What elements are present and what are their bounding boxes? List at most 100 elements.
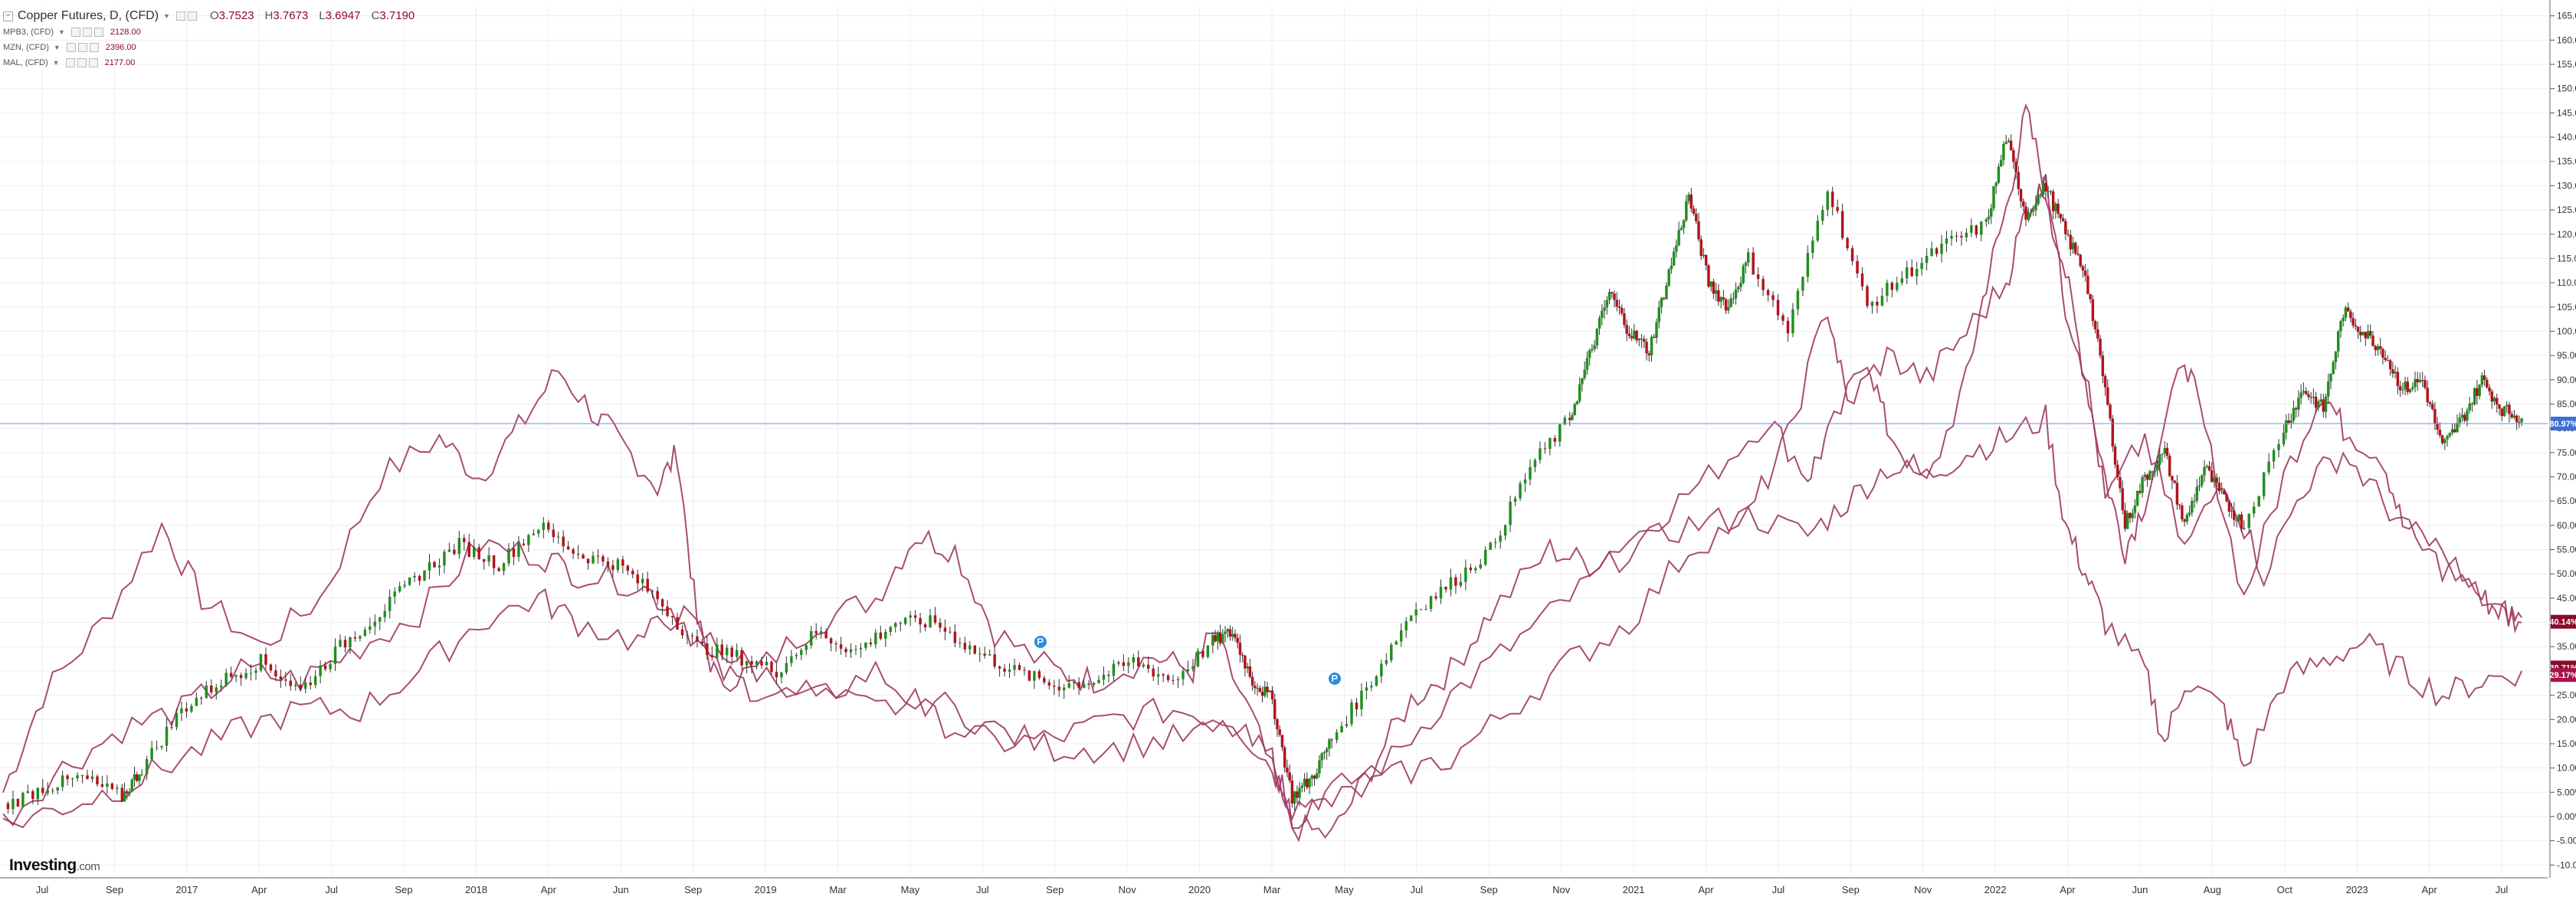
candle-body [383, 610, 386, 617]
candle-body [2235, 519, 2238, 521]
candle-body [2119, 476, 2122, 489]
candle-body [1308, 778, 1311, 787]
x-tick-label: Jul [2496, 884, 2509, 895]
event-marker-icon[interactable] [1033, 634, 1048, 650]
candle-body [6, 803, 10, 810]
candle-body [2480, 375, 2484, 385]
candle-body [592, 555, 595, 564]
candle-body [1018, 665, 1021, 670]
overlay-symbol[interactable]: MPB3, (CFD) [3, 28, 54, 37]
candle-body [1876, 301, 1879, 306]
candle-body [1699, 239, 1703, 257]
candle-body [903, 617, 907, 624]
overlay-symbol[interactable]: MAL, (CFD) [3, 58, 48, 67]
candle-body [180, 708, 183, 714]
close-icon[interactable] [88, 58, 98, 67]
hide-icon[interactable] [187, 11, 197, 21]
settings-icon[interactable] [65, 58, 75, 67]
candle-body [2460, 414, 2464, 418]
candle-body [2161, 453, 2164, 455]
candle-body [1278, 729, 1281, 735]
candle-body [2322, 399, 2325, 412]
candle-body [616, 559, 620, 571]
candle-body [998, 666, 1001, 669]
chevron-down-icon[interactable]: ▼ [52, 59, 60, 67]
candle-body [2433, 409, 2437, 424]
candle-body [2017, 172, 2020, 189]
candle-body [1746, 252, 1750, 264]
candle-body [2168, 456, 2171, 476]
settings-icon[interactable] [66, 43, 76, 52]
candle-body [1990, 208, 1993, 217]
event-marker-icon[interactable] [1327, 671, 1342, 686]
candle-body [1296, 791, 1299, 798]
candle-body [1238, 643, 1242, 655]
investing-logo[interactable]: Investing.com [9, 856, 100, 874]
y-tick-label: 60.00% [2557, 520, 2576, 531]
candle-body [1601, 310, 1604, 319]
candle-body [1801, 277, 1804, 291]
settings-icon[interactable] [175, 11, 185, 21]
candle-body [2458, 417, 2461, 424]
chevron-down-icon[interactable]: ▼ [53, 44, 61, 51]
collapse-minus-icon[interactable]: − [3, 11, 13, 21]
candle-body [1588, 350, 1591, 358]
candle-body [1970, 225, 1973, 233]
candle-body [2225, 494, 2228, 502]
chevron-down-icon[interactable]: ▼ [163, 12, 170, 20]
y-tick-label: 85.00% [2557, 398, 2576, 409]
x-tick-label: Mar [829, 884, 847, 895]
hide-icon[interactable] [82, 28, 92, 37]
candle-body [1231, 633, 1234, 637]
candle-body [195, 697, 198, 706]
overlay-symbol[interactable]: MZN, (CFD) [3, 43, 49, 52]
candle-body [1037, 671, 1041, 679]
candle-body [874, 632, 877, 645]
candle-body [1781, 315, 1785, 321]
y-tick-label: 150.00% [2557, 83, 2576, 94]
candle-body [1603, 307, 1606, 311]
candle-body [572, 549, 575, 554]
main-symbol[interactable]: Copper Futures, D, (CFD) [18, 9, 159, 22]
candle-body [1999, 159, 2003, 167]
close-icon[interactable] [93, 28, 103, 37]
candle-body [1896, 283, 1899, 290]
candle-body [463, 538, 466, 542]
candle-body [1591, 349, 1594, 351]
candle-body [2496, 398, 2499, 405]
candle-body [1454, 577, 1457, 586]
candle-body [666, 606, 669, 617]
chevron-down-icon[interactable]: ▼ [58, 28, 65, 36]
candle-body [1318, 760, 1321, 774]
candle-body [770, 661, 773, 673]
candle-body [289, 680, 293, 686]
candle-body [128, 791, 131, 794]
hide-icon[interactable] [77, 58, 87, 67]
candle-body [716, 644, 719, 658]
candle-body [2453, 429, 2456, 433]
candle-body [2191, 500, 2194, 513]
hide-icon[interactable] [77, 43, 87, 52]
candle-body [651, 591, 654, 592]
event-markers[interactable] [1033, 634, 1342, 686]
candle-body [110, 783, 114, 789]
candle-body [1003, 668, 1006, 672]
candle-body [190, 705, 193, 712]
candle-body [1244, 655, 1247, 669]
y-tick-label: 10.00% [2557, 763, 2576, 774]
candle-body [809, 630, 813, 646]
candle-body [2374, 345, 2377, 351]
candle-body [750, 661, 753, 665]
candle-body [2059, 214, 2063, 219]
settings-icon[interactable] [70, 28, 80, 37]
candle-body [398, 586, 401, 592]
candle-body [2201, 475, 2204, 486]
x-tick-label: Sep [684, 884, 702, 895]
close-icon[interactable] [89, 43, 99, 52]
candle-body [1677, 230, 1680, 246]
y-tick-label: 75.00% [2557, 447, 2576, 458]
candle-body [1464, 567, 1467, 582]
candle-body [1529, 466, 1532, 480]
